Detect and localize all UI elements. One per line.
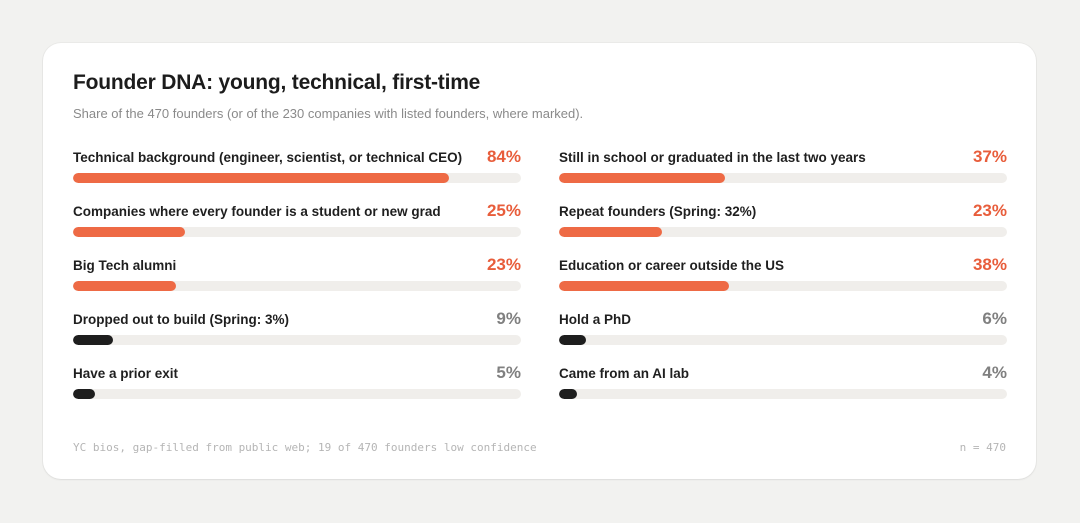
bar-row: Have a prior exit 5% <box>73 363 521 399</box>
bar-row-header: Education or career outside the US 38% <box>559 255 1007 275</box>
chart-card: Founder DNA: young, technical, first-tim… <box>43 43 1036 479</box>
bar-row-header: Have a prior exit 5% <box>73 363 521 383</box>
bar-row-header: Came from an AI lab 4% <box>559 363 1007 383</box>
bar-row: Dropped out to build (Spring: 3%) 9% <box>73 309 521 345</box>
source-note: YC bios, gap-filled from public web; 19 … <box>73 441 537 454</box>
bar-value-label: 25% <box>486 201 521 220</box>
bar-fill <box>73 335 114 345</box>
bar-track <box>73 227 521 237</box>
bar-row: Education or career outside the US 38% <box>559 255 1007 291</box>
bar-fill <box>559 335 586 345</box>
bar-label: Have a prior exit <box>73 366 179 381</box>
bar-track <box>559 389 1007 399</box>
bar-row: Hold a PhD 6% <box>559 309 1007 345</box>
bar-fill <box>559 389 577 399</box>
bar-row: Still in school or graduated in the last… <box>559 147 1007 183</box>
bar-label: Technical background (engineer, scientis… <box>73 150 463 165</box>
bar-fill <box>73 389 96 399</box>
bar-track <box>559 335 1007 345</box>
bar-label: Still in school or graduated in the last… <box>559 150 866 165</box>
bar-label: Hold a PhD <box>559 312 632 327</box>
bar-row-header: Dropped out to build (Spring: 3%) 9% <box>73 309 521 329</box>
bar-row: Repeat founders (Spring: 32%) 23% <box>559 201 1007 237</box>
bar-row: Companies where every founder is a stude… <box>73 201 521 237</box>
bar-fill <box>559 227 663 237</box>
bar-label: Big Tech alumni <box>73 258 177 273</box>
bar-label: Came from an AI lab <box>559 366 690 381</box>
bar-row: Big Tech alumni 23% <box>73 255 521 291</box>
bar-row-header: Still in school or graduated in the last… <box>559 147 1007 167</box>
bar-row-header: Big Tech alumni 23% <box>73 255 521 275</box>
bar-row: Technical background (engineer, scientis… <box>73 147 521 183</box>
sample-size: n = 470 <box>959 441 1006 454</box>
bar-column-right: Still in school or graduated in the last… <box>559 147 1007 417</box>
bar-row-header: Repeat founders (Spring: 32%) 23% <box>559 201 1007 221</box>
chart-title: Founder DNA: young, technical, first-tim… <box>73 71 481 94</box>
bar-value-label: 6% <box>982 309 1007 328</box>
bar-fill <box>73 281 177 291</box>
bar-value-label: 4% <box>982 363 1007 382</box>
bar-fill <box>559 173 725 183</box>
bar-row-header: Hold a PhD 6% <box>559 309 1007 329</box>
bar-track <box>559 281 1007 291</box>
bar-track <box>73 389 521 399</box>
bar-value-label: 23% <box>972 201 1007 220</box>
bar-fill <box>73 173 450 183</box>
bar-label: Education or career outside the US <box>559 258 785 273</box>
bar-label: Companies where every founder is a stude… <box>73 204 441 219</box>
bar-value-label: 5% <box>496 363 521 382</box>
bar-track <box>559 173 1007 183</box>
bar-fill <box>73 227 185 237</box>
bar-row-header: Companies where every founder is a stude… <box>73 201 521 221</box>
bar-track <box>73 335 521 345</box>
bar-row: Came from an AI lab 4% <box>559 363 1007 399</box>
bar-track <box>73 173 521 183</box>
bar-value-label: 37% <box>972 147 1007 166</box>
bar-label: Repeat founders (Spring: 32%) <box>559 204 757 219</box>
bar-row-header: Technical background (engineer, scientis… <box>73 147 521 167</box>
bar-label: Dropped out to build (Spring: 3%) <box>73 312 289 327</box>
bar-fill <box>559 281 730 291</box>
bar-value-label: 23% <box>486 255 521 274</box>
bar-column-left: Technical background (engineer, scientis… <box>73 147 521 417</box>
bar-track <box>559 227 1007 237</box>
bar-value-label: 9% <box>496 309 521 328</box>
chart-subtitle: Share of the 470 founders (or of the 230… <box>73 106 584 121</box>
bar-value-label: 84% <box>486 147 521 166</box>
bar-value-label: 38% <box>972 255 1007 274</box>
bar-track <box>73 281 521 291</box>
